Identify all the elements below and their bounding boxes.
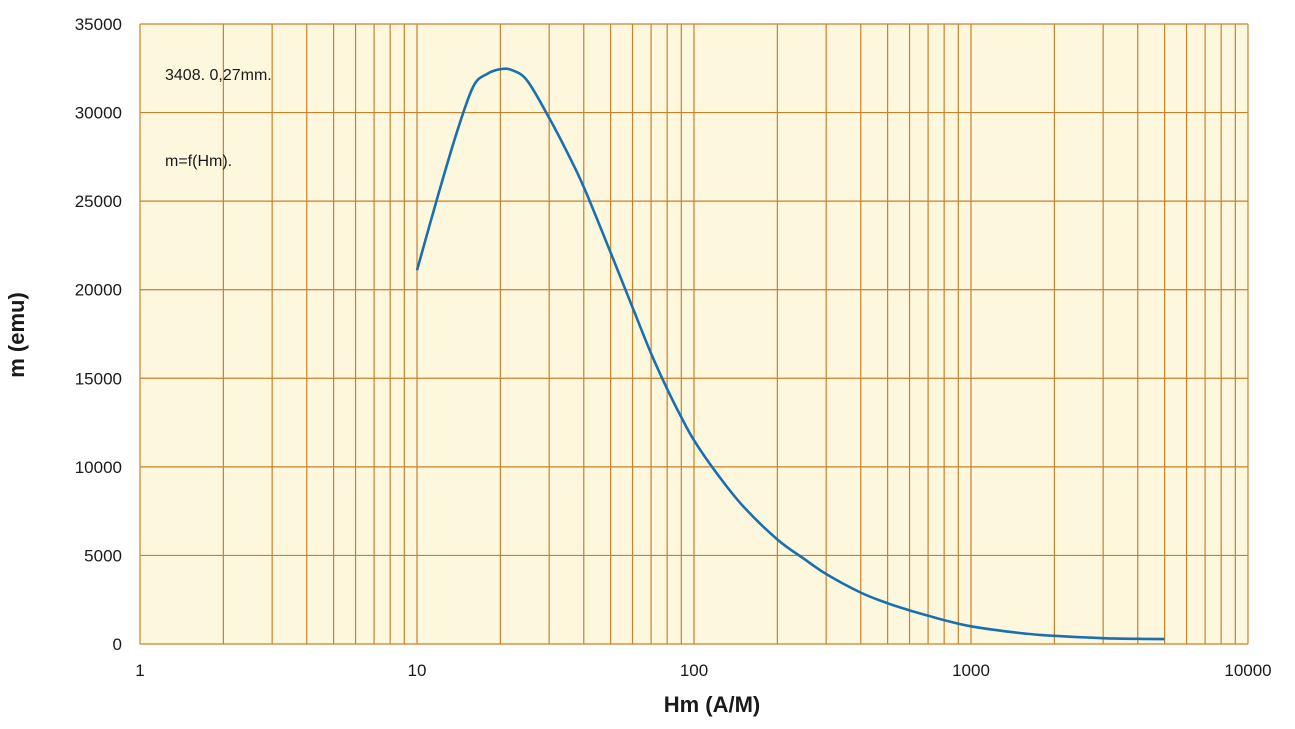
- y-tick-label: 20000: [75, 281, 122, 300]
- y-tick-label: 10000: [75, 458, 122, 477]
- y-tick-label: 25000: [75, 192, 122, 211]
- y-tick-labels: 0 5000 10000 15000 20000 25000 30000 35000: [75, 15, 122, 654]
- y-tick-label: 35000: [75, 15, 122, 34]
- x-tick-label: 1000: [952, 661, 990, 680]
- x-tick-label: 1: [135, 661, 144, 680]
- annotation-sample: 3408. 0,27mm.: [165, 67, 272, 84]
- y-axis-title: m (emu): [4, 292, 29, 378]
- x-tick-label: 10: [408, 661, 427, 680]
- y-tick-label: 15000: [75, 369, 122, 388]
- y-tick-label: 0: [113, 635, 122, 654]
- x-axis-title: Hm (A/M): [664, 692, 761, 717]
- x-tick-labels: 1 10 100 1000 10000: [135, 661, 1271, 680]
- annotation-function: m=f(Hm).: [165, 153, 232, 170]
- x-tick-label: 10000: [1224, 661, 1271, 680]
- y-tick-label: 30000: [75, 104, 122, 123]
- x-tick-label: 100: [680, 661, 708, 680]
- y-tick-label: 5000: [84, 546, 122, 565]
- series-line: [415, 67, 1165, 641]
